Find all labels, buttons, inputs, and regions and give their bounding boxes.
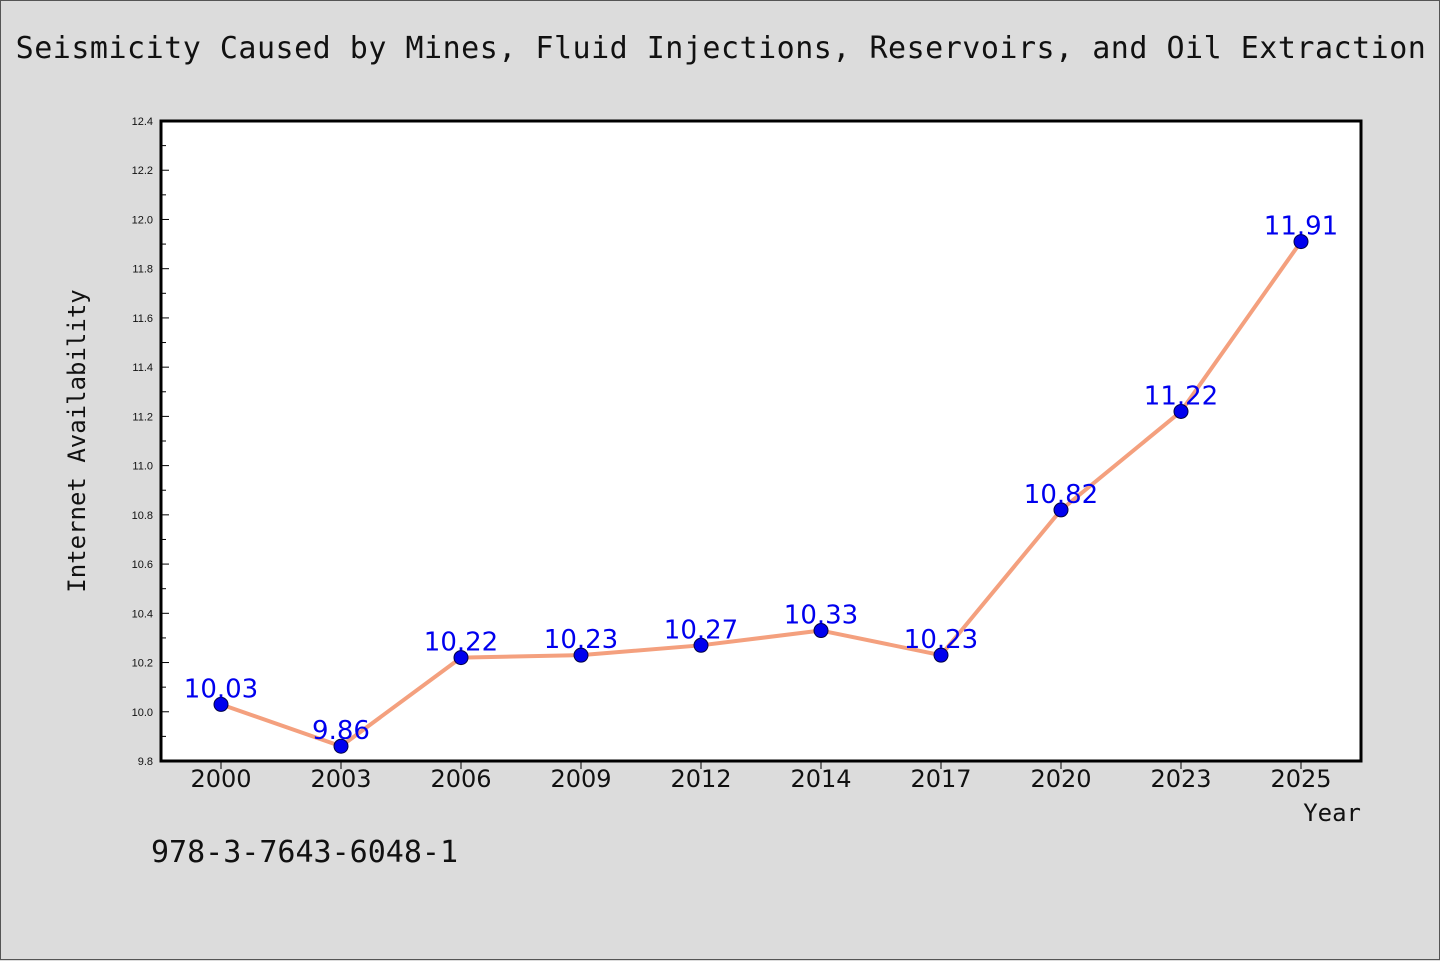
data-label: 9.86 <box>312 716 370 746</box>
y-tick-label: 10.2 <box>132 658 153 670</box>
x-tick-label: 2023 <box>1150 765 1211 793</box>
data-point <box>1053 502 1069 518</box>
data-label: 10.33 <box>784 601 858 631</box>
y-tick-label: 10.8 <box>132 510 153 522</box>
y-tick-label: 11.2 <box>132 411 153 423</box>
data-label: 10.22 <box>424 628 498 658</box>
isbn-footnote: 978-3-7643-6048-1 <box>151 835 459 870</box>
data-point <box>453 650 469 666</box>
data-point <box>213 696 229 712</box>
series-line <box>220 240 1303 749</box>
y-tick-label: 11.4 <box>132 362 153 374</box>
y-axis-label: Internet Availability <box>63 289 91 592</box>
y-tick-label: 11.0 <box>132 461 153 473</box>
x-tick-label: 2014 <box>790 765 851 793</box>
data-point <box>813 623 829 639</box>
x-tick-label: 2000 <box>190 765 251 793</box>
y-tick-label: 12.4 <box>132 116 153 128</box>
data-label: 10.27 <box>664 615 738 645</box>
y-tick-label: 10.0 <box>132 707 153 719</box>
data-point <box>333 738 349 754</box>
data-label: 11.91 <box>1264 212 1338 242</box>
data-point <box>1293 234 1309 250</box>
chart-title: Seismicity Caused by Mines, Fluid Inject… <box>15 31 1427 66</box>
y-tick-label: 10.4 <box>132 608 153 620</box>
x-tick-label: 2009 <box>550 765 611 793</box>
data-label: 10.23 <box>904 625 978 655</box>
x-tick-label: 2006 <box>430 765 491 793</box>
x-tick-label: 2003 <box>310 765 371 793</box>
y-tick-label: 11.8 <box>132 264 153 276</box>
data-point <box>573 647 589 663</box>
data-point <box>693 637 709 653</box>
x-axis-label: Year <box>1303 799 1361 827</box>
data-label: 11.22 <box>1144 381 1218 411</box>
data-label: 10.03 <box>184 674 258 704</box>
x-tick-label: 2017 <box>910 765 971 793</box>
y-tick-label: 12.0 <box>132 214 153 226</box>
y-tick-label: 10.6 <box>132 559 153 571</box>
data-label: 10.23 <box>544 625 618 655</box>
x-tick-label: 2020 <box>1030 765 1091 793</box>
data-label: 10.82 <box>1024 480 1098 510</box>
y-tick-label: 12.2 <box>132 165 153 177</box>
plot-area <box>159 119 1363 763</box>
data-point <box>933 647 949 663</box>
y-tick-label: 9.8 <box>138 756 153 768</box>
x-tick-label: 2012 <box>670 765 731 793</box>
x-tick-label: 2025 <box>1270 765 1331 793</box>
y-tick-label: 11.6 <box>132 313 153 325</box>
data-point <box>1173 403 1189 419</box>
